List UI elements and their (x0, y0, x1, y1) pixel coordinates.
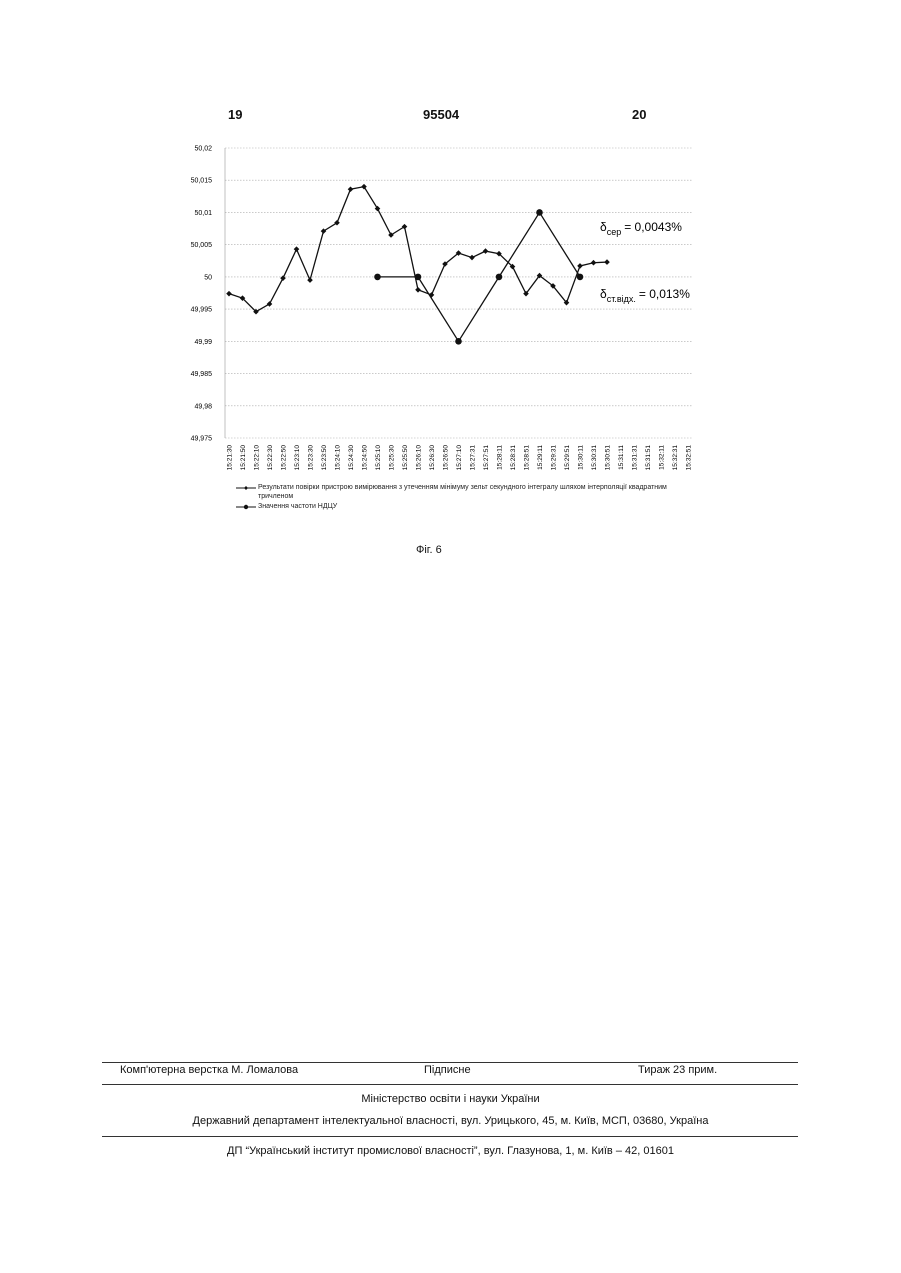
marker (415, 274, 422, 281)
marker (604, 259, 610, 265)
x-tick-label: 15:29:11 (537, 445, 544, 470)
annotation: δст.відх.= 0,013% (600, 287, 690, 304)
legend-marker (244, 486, 248, 490)
x-tick-label: 15:26:50 (443, 445, 450, 471)
x-tick-label: 15:24:10 (335, 445, 342, 471)
x-tick-label: 15:31:51 (645, 445, 652, 471)
y-tick-label: 49,98 (194, 403, 212, 410)
x-tick-label: 15:23:50 (321, 445, 328, 471)
marker (496, 274, 503, 281)
y-tick-label: 50,01 (194, 210, 212, 217)
y-tick-label: 50,015 (191, 178, 213, 185)
x-tick-label: 15:26:30 (429, 445, 436, 471)
legend-marker (244, 505, 248, 509)
x-tick-label: 15:25:10 (375, 445, 382, 471)
series-line (229, 187, 607, 312)
x-tick-label: 15:22:30 (267, 445, 274, 471)
footer-department: Державний департамент інтелектуальної вл… (0, 1115, 901, 1127)
marker (483, 248, 489, 254)
annotation: δсер= 0,0043% (600, 220, 682, 237)
y-tick-label: 49,995 (191, 307, 213, 314)
x-tick-label: 15:23:10 (294, 445, 301, 471)
footer-typesetter: Комп'ютерна верстка М. Ломалова (120, 1064, 298, 1076)
legend-entry: Значення частоти НДЦУ (258, 502, 688, 524)
rule (102, 1062, 798, 1063)
y-tick-label: 49,985 (191, 371, 213, 378)
marker (267, 301, 273, 307)
x-tick-label: 15:31:11 (618, 445, 625, 470)
x-tick-label: 15:32:11 (659, 445, 666, 470)
footer-circulation: Тираж 23 прим. (638, 1064, 717, 1076)
x-tick-label: 15:31:31 (632, 445, 639, 471)
x-tick-label: 15:26:10 (416, 445, 423, 471)
x-tick-label: 15:28:11 (497, 445, 504, 470)
marker (536, 209, 543, 216)
x-tick-label: 15:25:30 (389, 445, 396, 471)
x-tick-label: 15:29:31 (551, 445, 558, 471)
page-number-left: 19 (228, 107, 242, 122)
marker (577, 274, 584, 281)
marker (469, 255, 475, 261)
x-tick-label: 15:22:10 (254, 445, 261, 471)
x-tick-label: 15:28:31 (510, 445, 517, 471)
legend-label: Значення частоти НДЦУ (258, 502, 688, 511)
x-tick-label: 15:21:50 (240, 445, 247, 471)
x-tick-label: 15:30:51 (605, 445, 612, 471)
figure-caption: Фіг. 6 (416, 544, 442, 556)
x-tick-label: 15:24:30 (348, 445, 355, 471)
marker (591, 260, 597, 266)
marker (294, 246, 300, 252)
marker (307, 277, 313, 283)
y-tick-label: 50,02 (194, 146, 212, 153)
x-tick-label: 15:30:11 (578, 445, 585, 470)
rule (102, 1084, 798, 1085)
legend-label: Результати повірки пристрою вимірювання … (258, 483, 688, 501)
x-tick-label: 15:30:31 (591, 445, 598, 471)
x-tick-label: 15:28:51 (524, 445, 531, 471)
x-tick-label: 15:22:50 (281, 445, 288, 471)
x-tick-label: 15:21:30 (227, 445, 234, 471)
footer-institute: ДП “Український інститут промислової вла… (0, 1145, 901, 1157)
footer-ministry: Міністерство освіти і науки України (0, 1093, 901, 1105)
x-tick-label: 15:27:31 (470, 445, 477, 471)
page: 19 95504 20 49,975 49,98 49,985 49,99 49,995… (0, 0, 901, 1273)
annotation-value: = 0,013% (639, 287, 690, 301)
marker (374, 274, 381, 281)
marker (226, 291, 232, 297)
rule (102, 1136, 798, 1137)
page-number-right: 20 (632, 107, 646, 122)
marker (455, 338, 462, 345)
y-tick-label: 50,005 (191, 242, 213, 249)
patent-number: 95504 (423, 107, 459, 122)
marker (280, 275, 286, 281)
annotation-subscript: сер (607, 227, 622, 237)
y-tick-label: 49,975 (191, 436, 213, 443)
x-tick-label: 15:25:50 (402, 445, 409, 471)
x-tick-label: 15:23:30 (308, 445, 315, 471)
y-tick-label: 49,99 (194, 339, 212, 346)
marker (415, 287, 421, 293)
x-tick-label: 15:32:31 (672, 445, 679, 471)
chart: 49,975 49,98 49,985 49,99 49,995 50 50,005 50,0… (0, 130, 901, 670)
annotation-subscript: ст.відх. (607, 294, 636, 304)
x-tick-label: 15:27:10 (456, 445, 463, 471)
x-tick-label: 15:27:51 (483, 445, 490, 471)
x-tick-label: 15:24:50 (362, 445, 369, 471)
footer-signed: Підписне (424, 1064, 471, 1076)
x-tick-label: 15:29:51 (564, 445, 571, 471)
marker (577, 263, 583, 269)
marker (348, 186, 354, 192)
y-tick-label: 50 (204, 274, 212, 281)
annotation-value: = 0,0043% (624, 220, 682, 234)
x-tick-label: 15:32:51 (686, 445, 693, 471)
